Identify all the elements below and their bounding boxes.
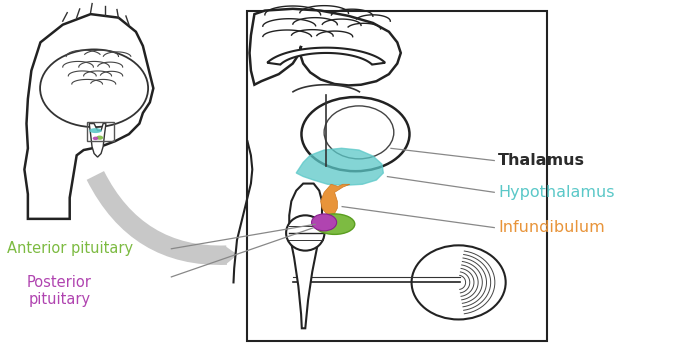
Ellipse shape [312,214,337,231]
PathPatch shape [89,124,106,157]
Ellipse shape [302,97,410,171]
Bar [247,11,547,341]
Ellipse shape [286,215,325,251]
Ellipse shape [93,137,98,140]
Ellipse shape [324,106,394,159]
PathPatch shape [321,184,350,215]
Ellipse shape [411,245,506,319]
Polygon shape [267,48,385,65]
Text: Anterior pituitary: Anterior pituitary [7,241,133,256]
PathPatch shape [24,14,153,219]
Bar [87,122,114,141]
Text: Posterior
pituitary: Posterior pituitary [26,275,92,307]
PathPatch shape [250,9,401,85]
Text: Infundibulum: Infundibulum [498,220,605,235]
PathPatch shape [289,184,322,328]
Text: Hypothalamus: Hypothalamus [498,185,615,200]
Ellipse shape [96,136,103,140]
Text: Thalamus: Thalamus [498,153,585,168]
Ellipse shape [314,214,355,234]
Ellipse shape [40,49,148,127]
PathPatch shape [296,148,383,185]
Ellipse shape [89,128,102,133]
FancyArrowPatch shape [86,171,238,265]
